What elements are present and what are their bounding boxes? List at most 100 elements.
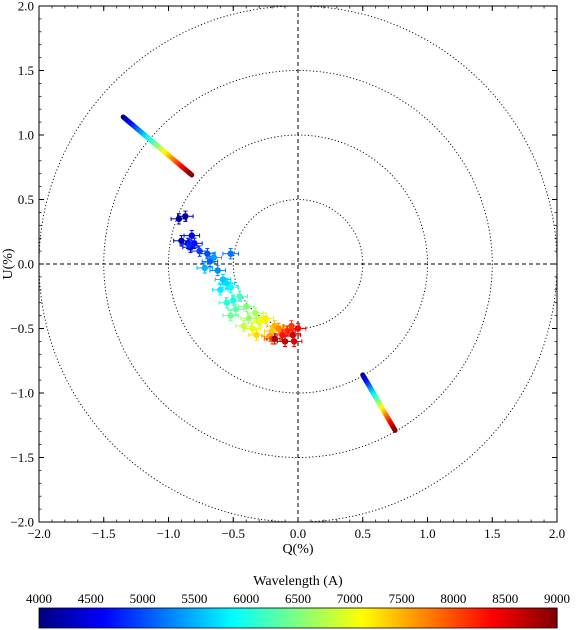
colorbar-stripe xyxy=(540,608,545,628)
colorbar-tick-label: 9000 xyxy=(544,591,570,606)
colorbar-stripe xyxy=(433,608,438,628)
colorbar-tick-label: 4500 xyxy=(78,591,104,606)
colorbar-stripe xyxy=(197,608,202,628)
colorbar-stripe xyxy=(210,608,215,628)
colorbar-stripe xyxy=(233,608,238,628)
y-tick-label: 0.0 xyxy=(18,257,34,272)
colorbar-stripe xyxy=(401,608,406,628)
colorbar-stripe xyxy=(450,608,454,628)
colorbar-stripe xyxy=(155,608,160,628)
colorbar-title: Wavelength (A) xyxy=(253,574,343,589)
data-point xyxy=(186,241,193,248)
y-axis-ticks: 2.0 1.5 1.0 0.5 0.0 −0.5 −1.0 −1.5 −2.0 xyxy=(10,0,557,530)
colorbar-stripe xyxy=(272,608,276,628)
data-point xyxy=(253,331,260,339)
data-point xyxy=(204,250,211,257)
data-points xyxy=(175,213,302,345)
colorbar-stripe xyxy=(191,608,195,628)
colorbar-stripe xyxy=(55,608,60,628)
colorbar-stripe xyxy=(547,608,552,628)
colorbar-stripe xyxy=(262,608,267,628)
x-axis-title: Q(%) xyxy=(282,542,313,557)
colorbar-stripe xyxy=(178,608,183,628)
colorbar-stripe xyxy=(453,608,458,628)
colorbar-stripe xyxy=(126,608,131,628)
colorbar-stripe xyxy=(353,608,357,628)
colorbar-stripe xyxy=(249,608,254,628)
colorbar-stripe xyxy=(424,608,429,628)
colorbar-tick-label: 7000 xyxy=(337,591,363,606)
colorbar-stripe xyxy=(489,608,493,628)
data-point xyxy=(289,331,297,339)
colorbar-stripe xyxy=(200,608,205,628)
colorbar-stripe xyxy=(518,608,522,628)
x-tick-label: −0.5 xyxy=(221,526,245,541)
colorbar-stripe xyxy=(119,608,124,628)
colorbar-stripe xyxy=(74,608,79,628)
colorbar-stripe xyxy=(207,608,212,628)
data-point xyxy=(191,240,198,247)
colorbar-stripe xyxy=(346,608,351,628)
colorbar-stripe xyxy=(58,608,63,628)
colorbar-stripe xyxy=(501,608,506,628)
data-point xyxy=(240,322,247,330)
colorbar-stripe xyxy=(404,608,409,628)
colorbar-tick-label: 8000 xyxy=(440,591,466,606)
colorbar-stripe xyxy=(327,608,331,628)
colorbar-stripe xyxy=(48,608,53,628)
colorbar-stripe xyxy=(139,608,144,628)
colorbar-stripe xyxy=(482,608,487,628)
colorbar-stripe xyxy=(77,608,82,628)
colorbar-stripe xyxy=(479,608,484,628)
colorbar-tick-label: 6500 xyxy=(285,591,311,606)
colorbar-tick-label: 6000 xyxy=(233,591,259,606)
colorbar-stripe xyxy=(106,608,111,628)
colorbar-stripe xyxy=(320,608,325,628)
colorbar-frame xyxy=(38,607,558,629)
colorbar-stripe xyxy=(45,608,50,628)
data-point xyxy=(281,338,289,345)
data-point xyxy=(294,325,302,332)
colorbar-stripe xyxy=(365,608,370,628)
colorbar-stripe xyxy=(550,608,555,628)
colorbar-stripe xyxy=(68,608,72,628)
colorbar-stripe xyxy=(505,608,510,628)
data-point xyxy=(262,314,269,322)
colorbar-stripe xyxy=(375,608,380,628)
colorbar-stripe xyxy=(378,608,383,628)
y-tick-label: 2.0 xyxy=(18,0,34,14)
colorbar-stripe xyxy=(129,608,134,628)
colorbar-stripe xyxy=(71,608,76,628)
colorbar-stripe xyxy=(39,608,43,628)
colorbar-tick-label: 8500 xyxy=(492,591,518,606)
colorbar-stripe xyxy=(84,608,89,628)
colorbar-stripe xyxy=(314,608,319,628)
colorbar-stripe xyxy=(437,608,442,628)
data-point xyxy=(245,314,252,322)
colorbar-stripe xyxy=(472,608,477,628)
x-tick-label: 1.5 xyxy=(484,526,500,541)
y-tick-label: −2.0 xyxy=(10,515,34,530)
colorbar-stripe xyxy=(168,608,173,628)
colorbar-stripe xyxy=(217,608,221,628)
colorbar-stripe xyxy=(485,608,490,628)
colorbar-stripe xyxy=(372,608,377,628)
segment-piece xyxy=(187,171,195,178)
colorbar-stripe xyxy=(446,608,451,628)
colorbar-stripe xyxy=(103,608,108,628)
colorbar-stripe xyxy=(230,608,234,628)
colorbar-stripe xyxy=(323,608,328,628)
colorbar-stripe xyxy=(382,608,387,628)
data-point xyxy=(210,254,218,261)
colorbar-stripe xyxy=(340,608,344,628)
colorbar-stripe xyxy=(252,608,257,628)
colorbar-ticks: 4000 4500 5000 5500 6000 6500 7000 7500 8000 8500… xyxy=(26,591,570,606)
y-tick-label: −1.5 xyxy=(10,450,34,465)
colorbar-stripe xyxy=(255,608,260,628)
colorbar-stripe xyxy=(417,608,422,628)
data-point xyxy=(201,264,208,272)
colorbar-stripe xyxy=(226,608,231,628)
colorbar-stripe xyxy=(466,608,471,628)
colorbar-stripe xyxy=(87,608,92,628)
segment-piece xyxy=(391,426,398,433)
